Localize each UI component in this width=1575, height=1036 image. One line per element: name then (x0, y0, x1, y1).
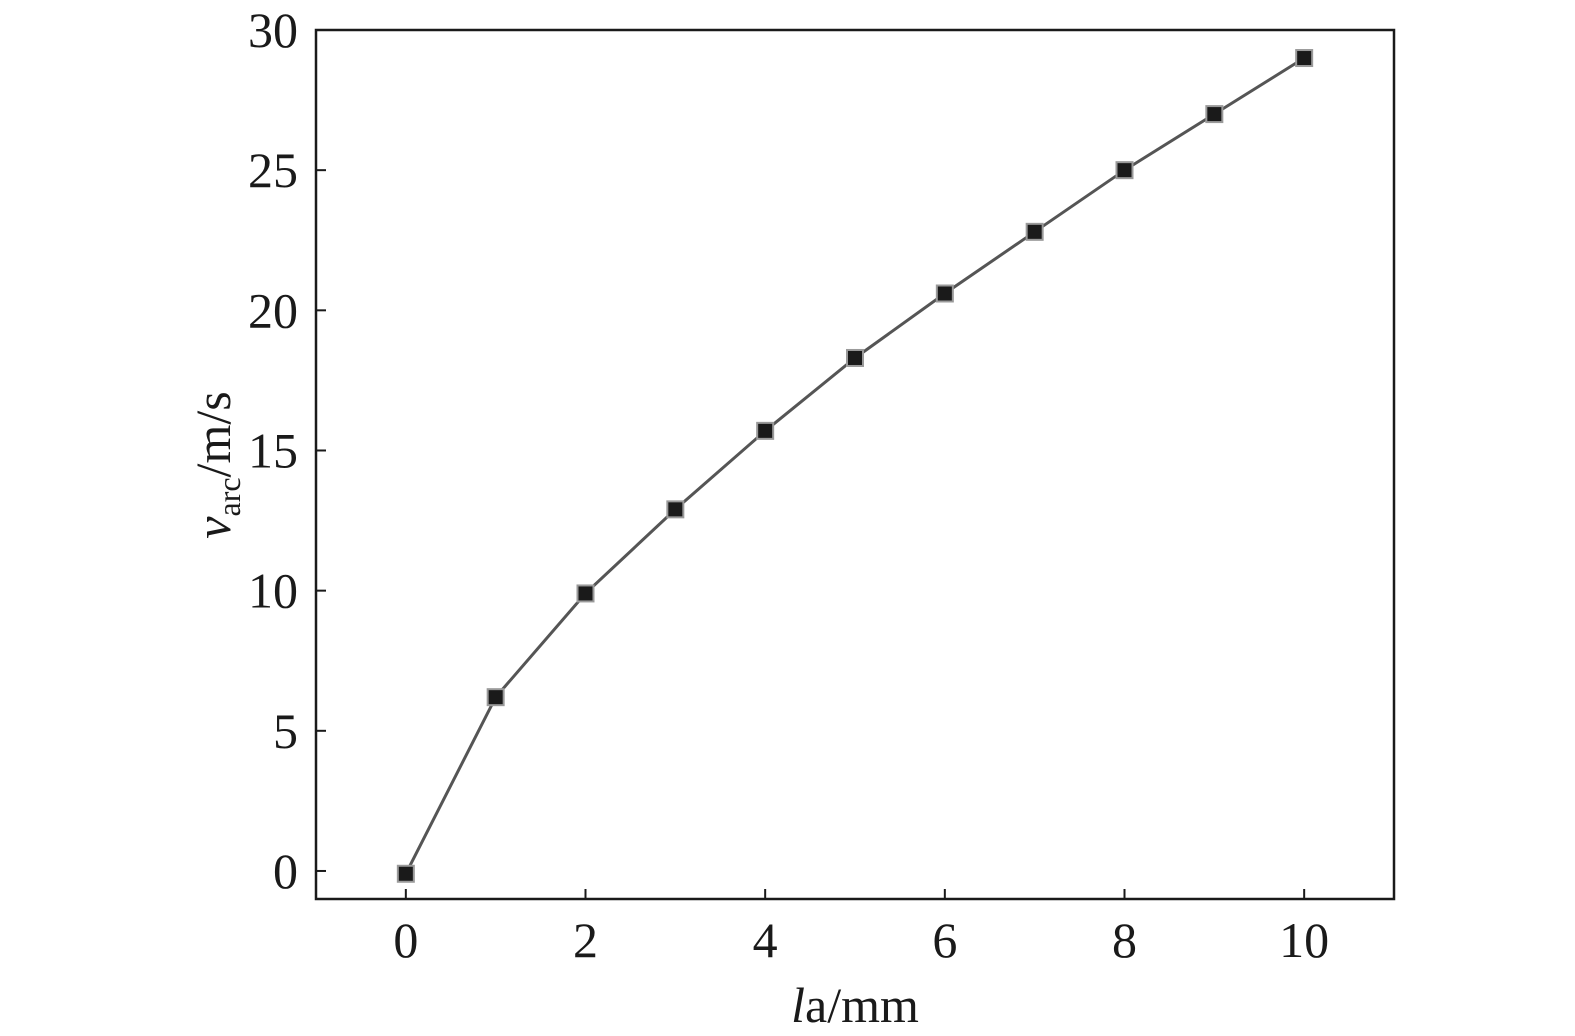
x-tick-label: 6 (932, 912, 957, 968)
y-axis-title-italic: v (185, 516, 241, 539)
x-tick-label: 2 (573, 912, 598, 968)
y-axis-title-rest: /m/s (185, 391, 241, 477)
x-tick-label: 0 (393, 912, 418, 968)
y-axis-ticks: 0 5 10 15 20 25 30 (248, 2, 326, 899)
x-axis-title-italic: l (791, 977, 805, 1033)
data-point-marker (935, 284, 954, 303)
x-axis-ticks: 0 2 4 6 8 10 (393, 889, 1329, 968)
y-tick-label: 0 (273, 843, 298, 899)
plot-frame (314, 28, 1396, 901)
data-point-marker (1295, 49, 1314, 68)
y-tick-label: 30 (248, 2, 298, 58)
data-point-marker (756, 421, 775, 440)
x-axis-title: la/mm (791, 977, 919, 1033)
data-point-marker (846, 348, 864, 367)
y-tick-label: 15 (248, 422, 298, 478)
y-axis-title-sub: arc (211, 477, 247, 516)
x-axis-title-rest: a/mm (805, 977, 919, 1033)
series-layer (396, 49, 1314, 883)
x-tick-label: 8 (1112, 912, 1137, 968)
y-axis-title: varc/m/s (185, 391, 247, 538)
x-tick-label: 4 (753, 912, 778, 968)
y-tick-label: 25 (248, 142, 298, 198)
data-point-marker (1025, 222, 1044, 241)
data-point-marker (396, 864, 415, 883)
data-point-marker (576, 584, 595, 603)
data-point-marker (486, 688, 505, 707)
data-point-marker (1115, 161, 1134, 180)
x-tick-label: 10 (1279, 912, 1329, 968)
y-tick-label: 10 (248, 563, 298, 619)
y-tick-label: 5 (273, 703, 298, 759)
y-tick-label: 20 (248, 282, 298, 338)
data-point-marker (1205, 105, 1224, 124)
data-point-marker (666, 500, 685, 519)
